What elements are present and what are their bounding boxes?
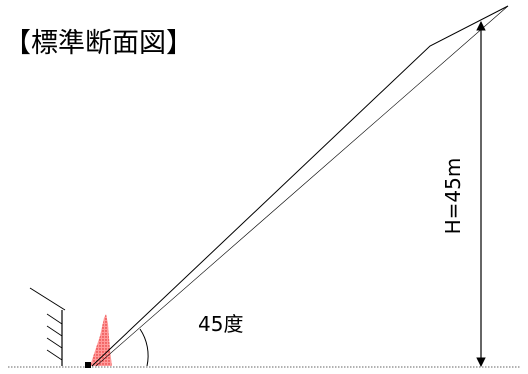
- angle-arc: [139, 328, 149, 367]
- toe-shading: [90, 314, 112, 366]
- height-label: H=45m: [441, 158, 465, 235]
- slope-outline-upper: [91, 5, 509, 367]
- diagram-title: 【標準断面図】: [4, 28, 193, 59]
- toe-marker: [85, 362, 91, 368]
- retaining-wall: [29, 287, 66, 366]
- slope-line-45deg: [95, 5, 509, 367]
- angle-label: 45度: [198, 312, 243, 336]
